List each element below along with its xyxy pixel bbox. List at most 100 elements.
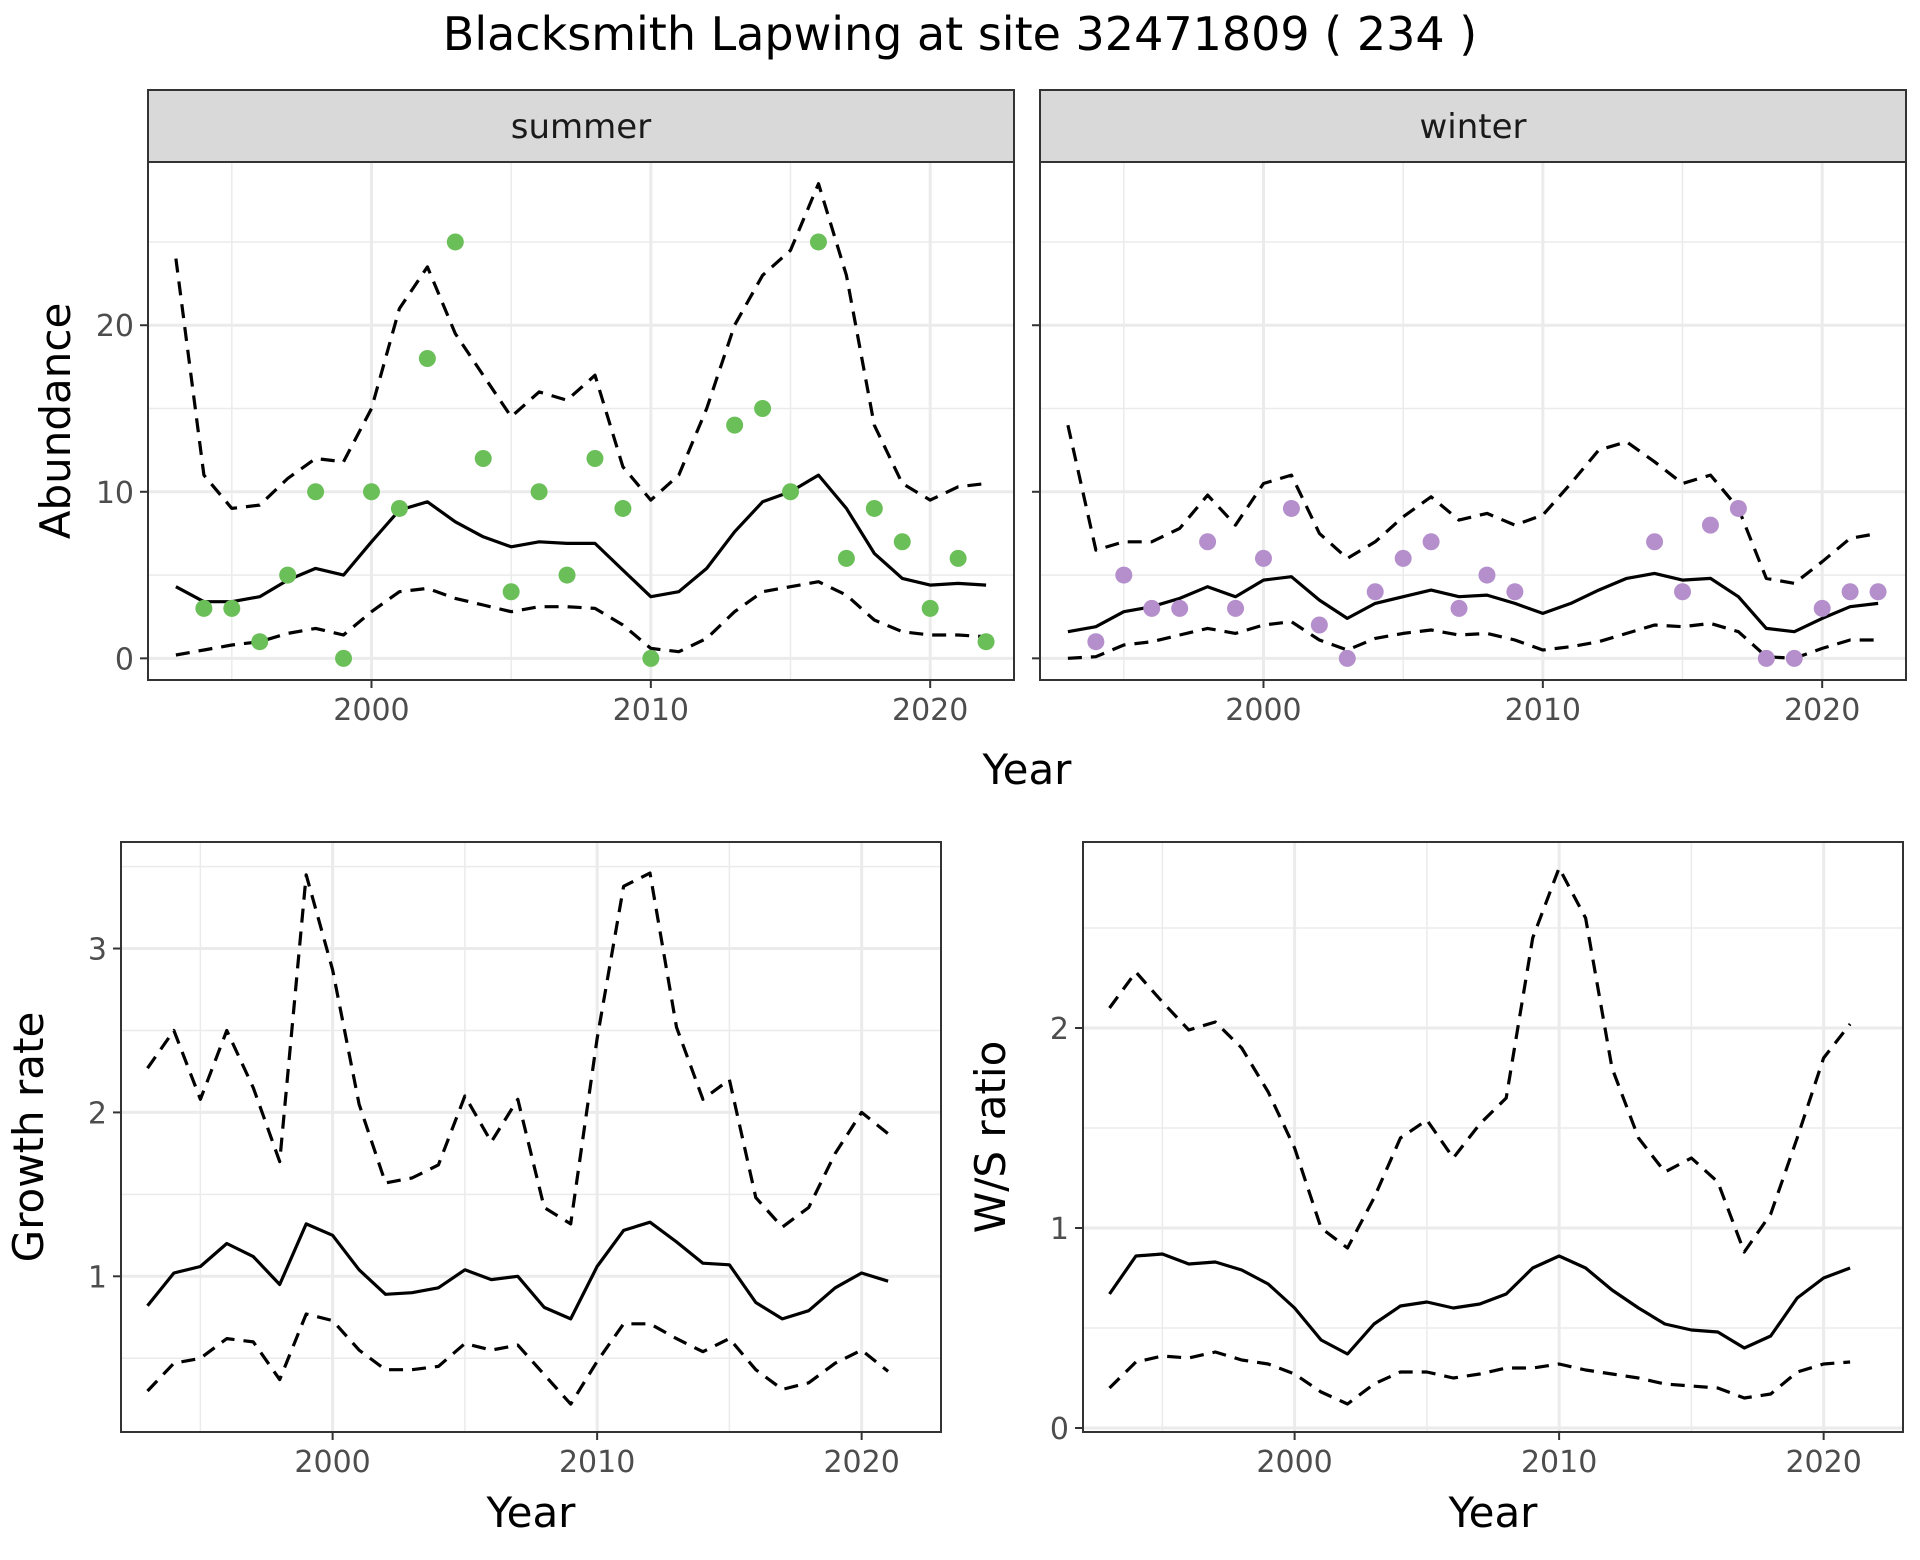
x-tick-label: 2010 — [613, 693, 689, 728]
lower-ci-line — [146, 1312, 890, 1406]
y-tick-label: 20 — [96, 309, 134, 344]
facet-strip — [147, 89, 1015, 163]
observed-point — [446, 233, 464, 251]
observed-point — [1478, 566, 1496, 584]
y-tick-label: 0 — [115, 642, 134, 677]
x-tick-label: 2010 — [1505, 693, 1581, 728]
y-tick-label: 2 — [88, 1096, 107, 1131]
observed-point — [614, 499, 632, 517]
observed-point — [1646, 533, 1664, 551]
observed-point — [279, 566, 297, 584]
y-tick-label: 3 — [88, 933, 107, 968]
observed-point — [837, 549, 855, 567]
observed-point — [1450, 599, 1468, 617]
observed-point — [335, 649, 353, 667]
panel-summer: summer 2000 2010 2020 0 10 20 Abundance — [31, 89, 1015, 728]
observed-point — [1674, 583, 1692, 601]
observed-point — [865, 499, 883, 517]
observed-point — [307, 483, 325, 501]
observed-point — [586, 449, 604, 467]
lower-ci-line — [1108, 1350, 1851, 1406]
x-tick-label: 2000 — [294, 1445, 370, 1480]
observed-point — [1757, 649, 1775, 667]
observed-point — [782, 483, 800, 501]
observed-point — [1087, 633, 1105, 651]
x-tick-label: 2000 — [1256, 1445, 1332, 1480]
y-tick-label: 10 — [96, 476, 134, 511]
x-tick-label: 2010 — [1521, 1445, 1597, 1480]
facet-label: winter — [1419, 107, 1526, 147]
observed-point — [1366, 583, 1384, 601]
y-tick-label: 2 — [1050, 1012, 1069, 1047]
lower-ci-line — [175, 580, 987, 657]
observed-point — [474, 449, 492, 467]
observed-point — [921, 599, 939, 617]
y-axis-title: W/S ratio — [966, 1041, 1015, 1234]
upper-ci-line — [1108, 866, 1852, 1254]
observed-point — [1785, 649, 1803, 667]
observed-point — [1813, 599, 1831, 617]
observed-point — [1422, 533, 1440, 551]
y-axis-title: Growth rate — [4, 1012, 53, 1263]
observed-point — [251, 633, 269, 651]
mean-line — [175, 473, 987, 604]
observed-point — [809, 233, 827, 251]
observed-point — [1394, 549, 1412, 567]
x-axis-title: Year — [486, 1488, 577, 1537]
panel-border — [120, 841, 942, 1433]
observed-point — [502, 583, 520, 601]
x-axis-title: Year — [1448, 1488, 1539, 1537]
x-tick-label: 2010 — [559, 1445, 635, 1480]
observed-point — [530, 483, 548, 501]
observed-point — [1282, 499, 1300, 517]
panel-border — [147, 161, 1015, 681]
upper-ci-line — [1066, 424, 1879, 585]
x-axis-title-shared: Year — [982, 745, 1073, 794]
observed-point — [893, 533, 911, 551]
observed-point — [1254, 549, 1272, 567]
figure-title: Blacksmith Lapwing at site 32471809 ( 23… — [443, 7, 1477, 61]
panel-border — [1039, 161, 1907, 681]
observed-point — [1701, 516, 1719, 534]
observed-point — [1171, 599, 1189, 617]
panel-w-s-ratio: 2000 2010 2020 0 1 2 W/S ratio Year — [966, 841, 1904, 1537]
observed-point — [1143, 599, 1161, 617]
panel-border — [1082, 841, 1904, 1433]
y-tick-label: 0 — [1050, 1412, 1069, 1447]
facet-strip — [1039, 89, 1907, 163]
observed-point — [1310, 616, 1328, 634]
observed-point — [1115, 566, 1133, 584]
observed-point — [977, 633, 995, 651]
x-tick-label: 2020 — [1784, 693, 1860, 728]
x-tick-label: 2000 — [1225, 693, 1301, 728]
upper-ci-line — [146, 871, 890, 1229]
observed-point — [1227, 599, 1245, 617]
upper-ci-line — [174, 182, 987, 510]
observed-point — [726, 416, 744, 434]
x-tick-label: 2020 — [1785, 1445, 1861, 1480]
observed-point — [1869, 583, 1887, 601]
lower-ci-line — [1067, 620, 1879, 660]
mean-line — [1067, 571, 1879, 634]
y-tick-label: 1 — [1050, 1212, 1069, 1247]
observed-point — [558, 566, 576, 584]
y-axis-title: Abundance — [31, 303, 80, 540]
observed-point — [1729, 499, 1747, 517]
panel-growth-rate: 2000 2010 2020 1 2 3 Growth rate Year — [4, 841, 942, 1537]
observed-point — [1338, 649, 1356, 667]
observed-point — [949, 549, 967, 567]
observed-point — [223, 599, 241, 617]
x-tick-label: 2020 — [892, 693, 968, 728]
panel-winter: winter 2000 2010 2020 — [1032, 89, 1907, 728]
observed-point — [754, 400, 772, 418]
mean-line — [146, 1220, 889, 1321]
observed-point — [1199, 533, 1217, 551]
x-tick-label: 2000 — [333, 693, 409, 728]
mean-line — [1108, 1252, 1851, 1356]
observed-point — [1841, 583, 1859, 601]
facet-label: summer — [511, 107, 651, 147]
x-tick-label: 2020 — [823, 1445, 899, 1480]
observed-point — [195, 599, 213, 617]
